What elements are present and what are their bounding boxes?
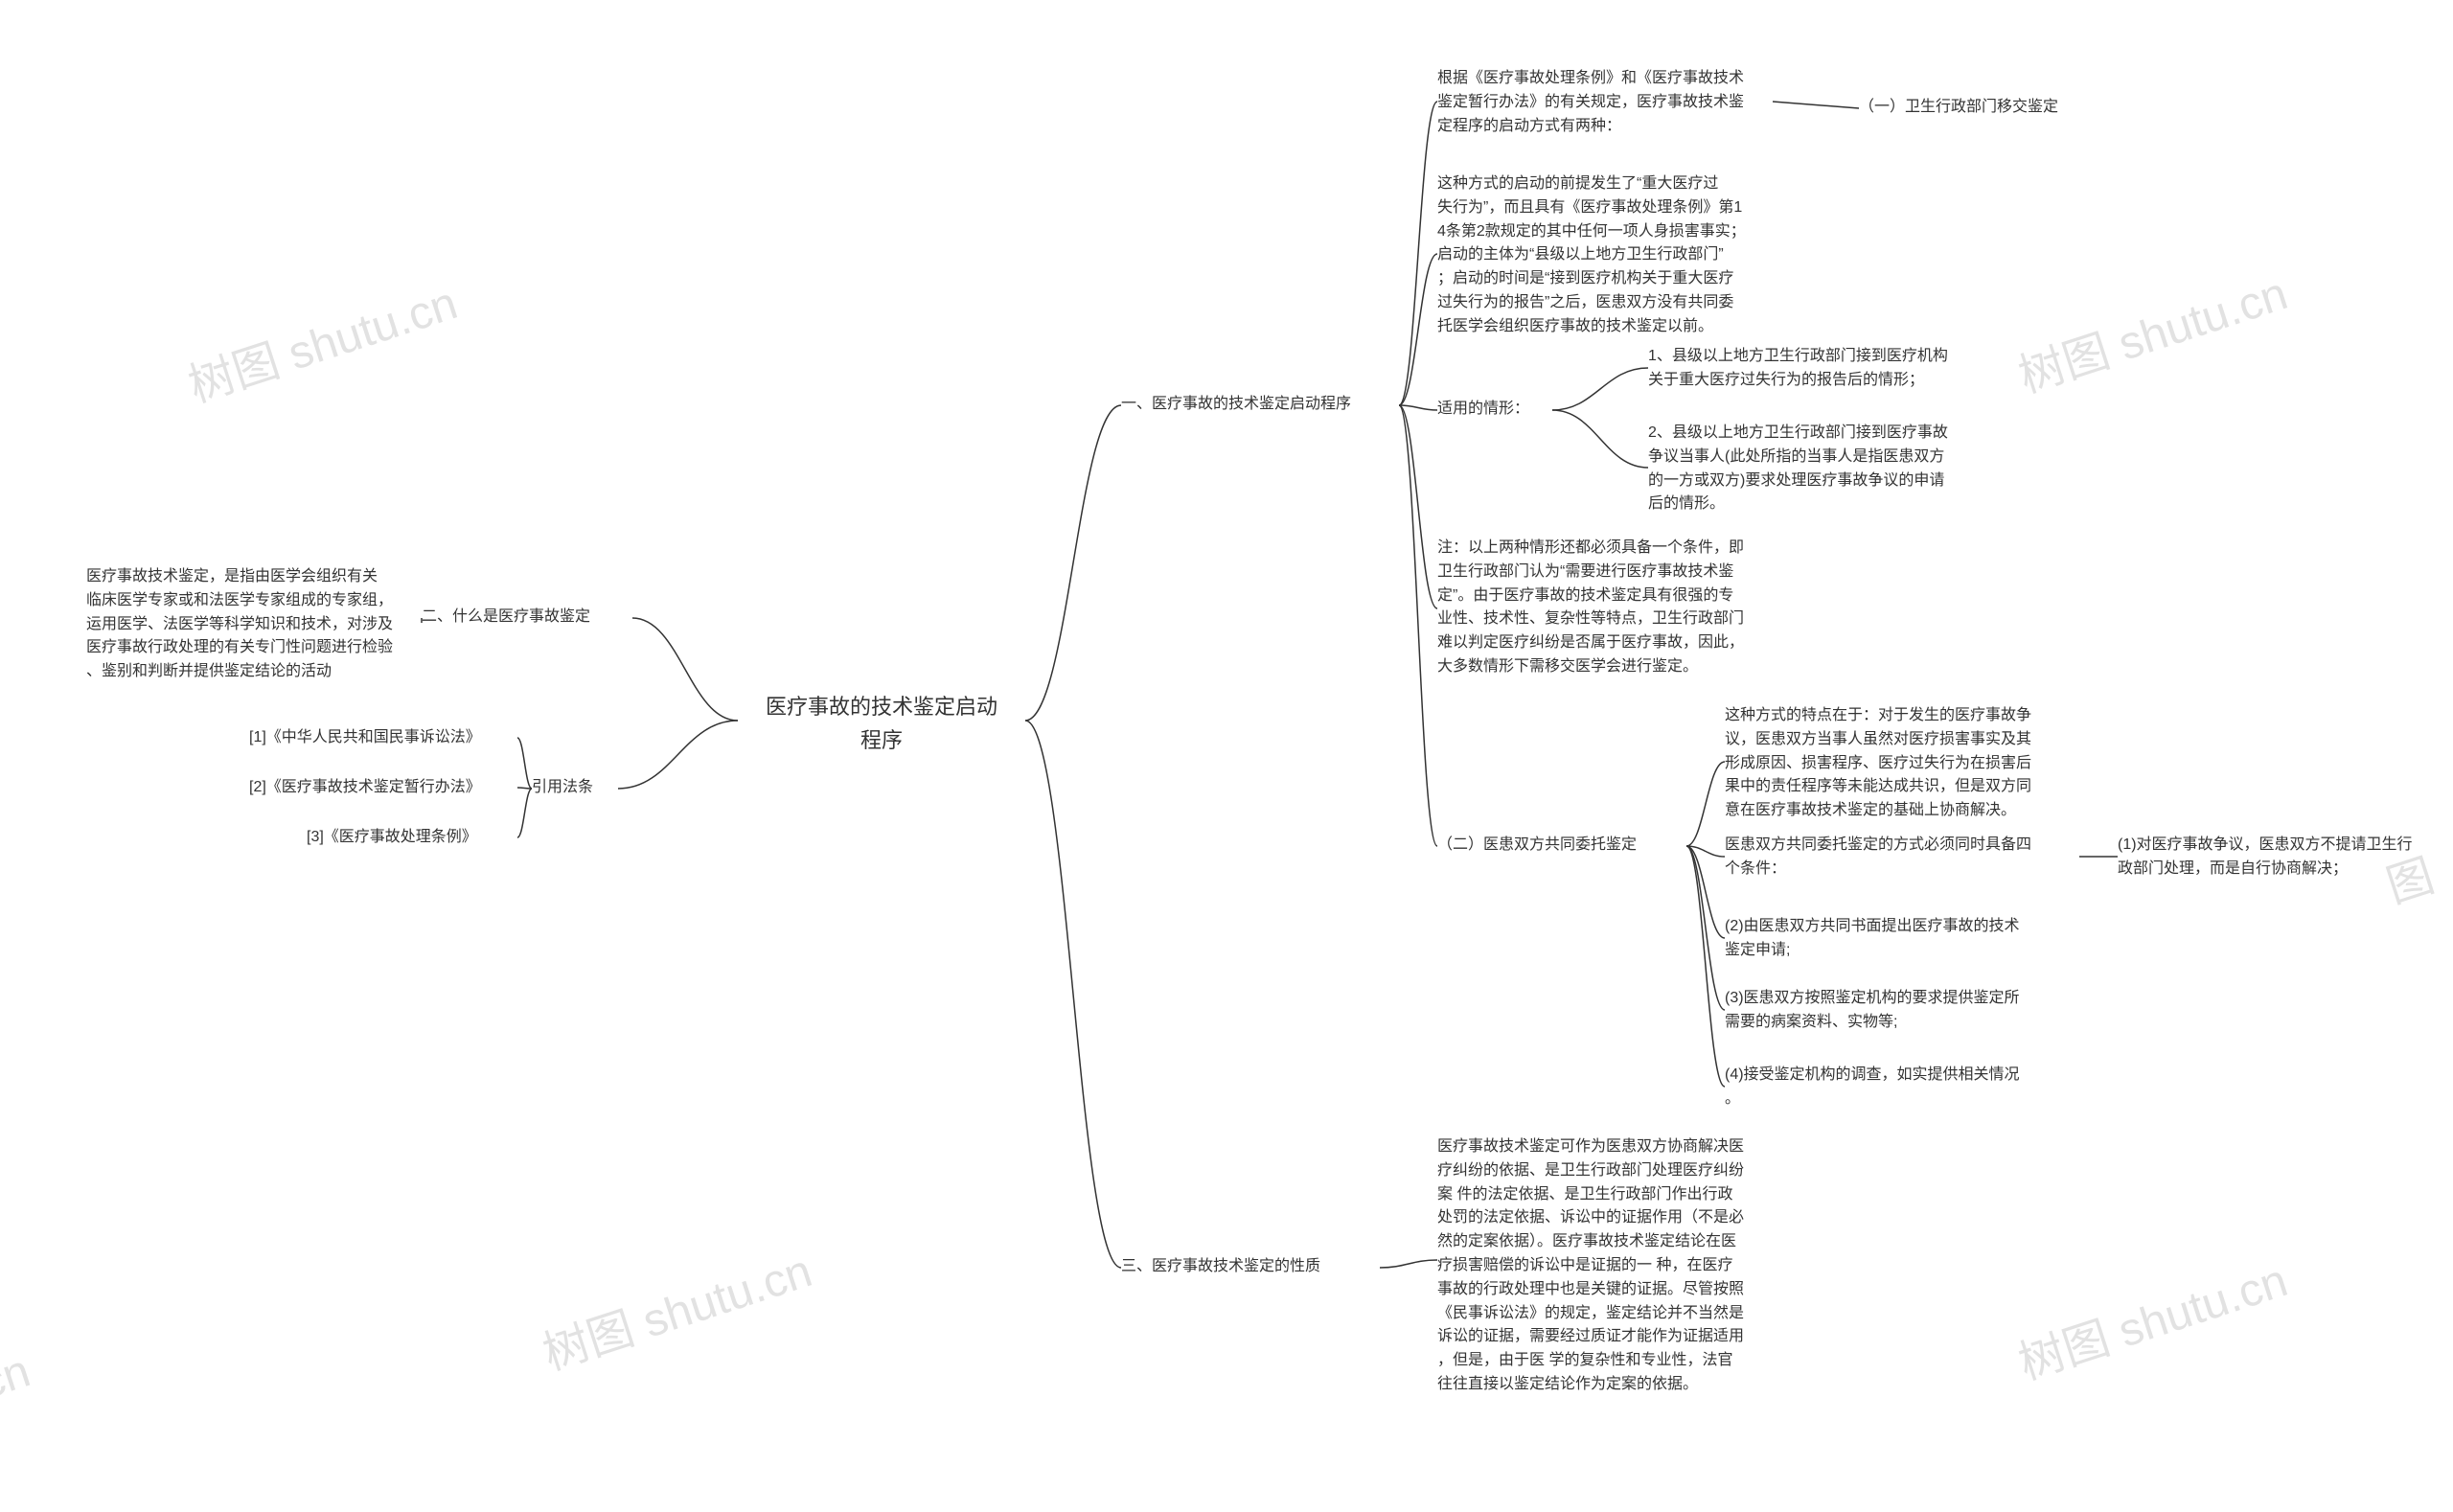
mindmap-canvas: 医疗事故的技术鉴定启动 程序 一、医疗事故的技术鉴定启动程序 根据《医疗事故处理条例… xyxy=(0,0,2453,1512)
node-n1c2: 2、县级以上地方卫生行政部门接到医疗事故 争议当事人(此处所指的当事人是指医患双… xyxy=(1648,422,2012,516)
node-n2a: 医疗事故技术鉴定，是指由医学会组织有关 临床医学专家或和法医学专家组成的专家组，… xyxy=(86,565,422,684)
node-n3c: [3]《医疗事故处理条例》 xyxy=(307,826,517,850)
node-n1e: （二）医患双方共同委托鉴定 xyxy=(1437,834,1686,858)
edge-root-n2 xyxy=(632,618,738,721)
edge-n1-n1b xyxy=(1399,254,1437,405)
edge-n1a-n1a1 xyxy=(1773,102,1859,108)
node-n1d: 注：以上两种情形还都必须具备一个条件，即 卫生行政部门认为“需要进行医疗事故技术… xyxy=(1437,537,1792,679)
edge-n1e-n1e1 xyxy=(1686,762,1725,846)
node-n1: 一、医疗事故的技术鉴定启动程序 xyxy=(1121,393,1399,417)
edge-n1c-n1c2 xyxy=(1552,410,1648,468)
root-node: 医疗事故的技术鉴定启动 程序 xyxy=(738,690,1025,757)
node-n3a: [1]《中华人民共和国民事诉讼法》 xyxy=(249,726,517,750)
node-n1e4: (3)医患双方按照鉴定机构的要求提供鉴定所 需要的病案资料、实物等; xyxy=(1725,987,2070,1035)
node-n3: 引用法条 xyxy=(532,776,618,800)
edge-root-n4 xyxy=(1025,721,1121,1268)
edge-n3-n3c xyxy=(517,789,532,837)
node-n1e2: 医患双方共同委托鉴定的方式必须同时具备四 个条件： xyxy=(1725,834,2079,882)
edge-n4-n4a xyxy=(1380,1260,1437,1268)
node-n1e5: (4)接受鉴定机构的调查，如实提供相关情况 。 xyxy=(1725,1064,2070,1111)
node-n4a: 医疗事故技术鉴定可作为医患双方协商解决医 疗纠纷的依据、是卫生行政部门处理医疗纠… xyxy=(1437,1135,1801,1397)
edge-n1e-n1e5 xyxy=(1686,846,1725,1087)
node-n1b: 这种方式的启动的前提发生了“重大医疗过 失行为”，而且具有《医疗事故处理条例》第… xyxy=(1437,172,1792,339)
edge-n1-n1c xyxy=(1399,405,1437,410)
edge-n1-n1a xyxy=(1399,102,1437,405)
node-n1a: 根据《医疗事故处理条例》和《医疗事故技术 鉴定暂行办法》的有关规定，医疗事故技术… xyxy=(1437,67,1773,138)
node-n1c1: 1、县级以上地方卫生行政部门接到医疗机构 关于重大医疗过失行为的报告后的情形； xyxy=(1648,345,1993,393)
edge-n1-n1e xyxy=(1399,405,1437,846)
edge-n1e-n1e4 xyxy=(1686,846,1725,1010)
node-n4: 三、医疗事故技术鉴定的性质 xyxy=(1121,1255,1380,1279)
node-n1e3: (2)由医患双方共同书面提出医疗事故的技术 鉴定申请; xyxy=(1725,915,2070,963)
edge-root-n1 xyxy=(1025,405,1121,721)
edge-root-n3 xyxy=(618,721,738,789)
edge-n1c-n1c1 xyxy=(1552,368,1648,410)
node-n2: 二、什么是医疗事故鉴定 xyxy=(422,606,632,630)
node-n3b: [2]《医疗事故技术鉴定暂行办法》 xyxy=(249,776,517,800)
node-n1e2a: (1)对医疗事故争议，医患双方不提请卫生行 政部门处理，而是自行协商解决； xyxy=(2118,834,2443,882)
edge-n1-n1d xyxy=(1399,405,1437,608)
node-n1a1: （一）卫生行政部门移交鉴定 xyxy=(1859,96,2108,120)
node-n1e1: 这种方式的特点在于：对于发生的医疗事故争 议，医患双方当事人虽然对医疗损害事实及… xyxy=(1725,704,2098,823)
node-n1c: 适用的情形： xyxy=(1437,398,1552,422)
edge-n3-n3a xyxy=(517,738,532,789)
